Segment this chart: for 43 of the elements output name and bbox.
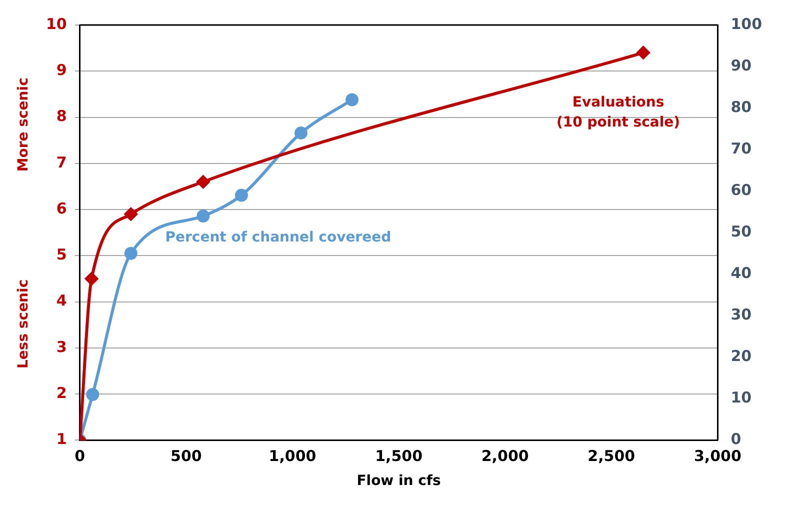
point — [234, 188, 248, 202]
point — [86, 388, 100, 402]
point — [294, 126, 308, 140]
y-tick-label: 7 — [56, 153, 67, 172]
x-tick-label: 0 — [74, 447, 86, 466]
y2-tick-label: 0 — [730, 430, 742, 448]
point — [124, 208, 138, 221]
point — [196, 175, 210, 188]
text: More scenic — [16, 78, 32, 172]
y-tick-label: 3 — [56, 338, 67, 356]
y-tick-label: 9 — [56, 61, 67, 80]
y2-tick-label: 60 — [730, 180, 752, 199]
y2-tick-label: 70 — [730, 139, 752, 158]
series-label: Evaluations (10 point scale) — [556, 94, 680, 130]
y-tick-label: 1 — [56, 430, 67, 448]
y2-tick-label: 30 — [730, 306, 752, 324]
point — [196, 209, 210, 222]
y-tick-label: 10 — [46, 14, 67, 33]
y2-tick-label: 90 — [730, 56, 752, 74]
x-tick-label: 1,500 — [375, 447, 423, 466]
x-tick-label: 2,500 — [588, 447, 636, 466]
point — [85, 272, 98, 286]
y-tick-label: 8 — [56, 107, 67, 126]
x-axis-title: Flow in cfs — [356, 473, 441, 490]
point — [636, 46, 650, 60]
x-tick-label: 3,000 — [694, 447, 742, 466]
series-label: Percent of channel covereed — [165, 230, 392, 246]
y2-tick-label: 80 — [730, 98, 752, 116]
y2-tick-label: 40 — [730, 264, 752, 282]
y-tick-label: 6 — [56, 199, 67, 218]
point — [124, 246, 138, 260]
y-tick-label: 5 — [56, 246, 67, 264]
x-tick-label: 500 — [170, 447, 202, 466]
y2-tick-label: 50 — [730, 222, 752, 240]
text: Less scenic — [16, 279, 32, 369]
y-tick-label: 4 — [56, 292, 67, 310]
y2-tick-label: 20 — [730, 347, 752, 366]
y2-tick-label: 10 — [730, 388, 752, 407]
x-tick-label: 1,000 — [268, 447, 316, 466]
x-tick-label: 2,000 — [481, 447, 529, 466]
point — [346, 93, 359, 106]
y-tick-label: 2 — [56, 384, 67, 402]
y2-tick-label: 100 — [730, 14, 762, 33]
